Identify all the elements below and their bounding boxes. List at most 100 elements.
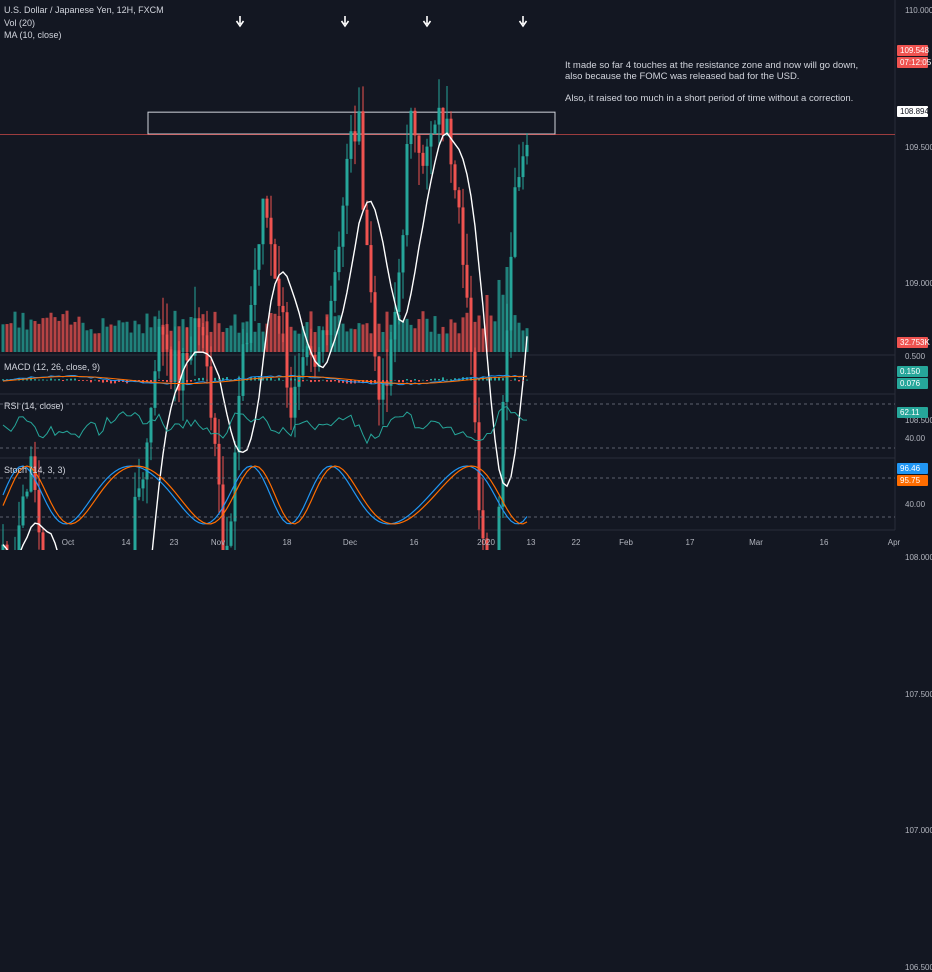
rsi-value-badge: 62.11 <box>897 407 928 418</box>
stoch-k-badge: 96.46 <box>897 463 928 474</box>
candle-down <box>365 209 369 246</box>
candle-up <box>233 452 237 522</box>
volume-bar <box>17 327 21 352</box>
rsi-axis-tick: 40.00 <box>905 434 926 443</box>
candle-down <box>469 297 473 352</box>
volume-bar <box>449 319 453 352</box>
macd-histogram-bar <box>294 379 296 381</box>
time-tick-label: Nov <box>210 538 226 547</box>
volume-bar <box>293 330 297 352</box>
volume-bar <box>317 326 321 352</box>
candle-down <box>369 245 373 293</box>
volume-bar <box>521 330 525 352</box>
candle-up <box>29 456 33 492</box>
macd-legend[interactable]: MACD (12, 26, close, 9) <box>4 362 101 372</box>
price-tick-label: 110.000 <box>905 6 932 15</box>
vol-legend[interactable]: Vol (20) <box>4 18 36 28</box>
macd-histogram-bar <box>38 379 40 381</box>
time-tick-label: 22 <box>571 538 581 547</box>
macd-histogram-bar <box>46 379 48 381</box>
volume-bar <box>401 320 405 352</box>
macd-histogram-bar <box>306 379 308 381</box>
candle-down <box>473 351 477 423</box>
volume-bar <box>477 315 481 352</box>
candle-up <box>257 244 261 270</box>
macd-histogram-bar <box>422 379 424 381</box>
time-tick-label: 13 <box>526 538 536 547</box>
volume-bar <box>377 323 381 352</box>
macd-histogram-bar <box>274 379 276 381</box>
volume-bar <box>41 318 45 352</box>
candle-down <box>5 544 9 550</box>
candle-up <box>389 339 393 386</box>
last-price-badge: 109.548 <box>897 45 929 56</box>
candle-up <box>505 330 509 402</box>
candle-down <box>461 207 465 265</box>
volume-bar <box>233 314 237 352</box>
macd-histogram-bar <box>278 378 280 381</box>
volume-bar <box>465 312 469 352</box>
volume-bar <box>373 320 377 352</box>
ma-line <box>2 132 528 550</box>
macd-histogram-bar <box>194 379 196 381</box>
macd-histogram-bar <box>154 380 156 382</box>
volume-bar <box>457 333 461 352</box>
rsi-line <box>2 406 528 445</box>
volume-bar <box>469 333 473 352</box>
macd-histogram-bar <box>86 380 88 381</box>
macd-histogram-bar <box>334 380 336 382</box>
macd-histogram-bar <box>282 379 284 381</box>
volume-bar <box>269 313 273 352</box>
candle-up <box>17 525 21 550</box>
macd-histogram-bar <box>174 380 176 381</box>
volume-bar <box>265 323 269 352</box>
volume-bar <box>81 322 85 352</box>
signal-line <box>2 375 528 385</box>
volume-bar <box>109 324 113 352</box>
macd-histogram-bar <box>270 377 272 381</box>
volume-bar <box>89 329 93 352</box>
candle-up <box>241 344 245 396</box>
candle-down <box>417 135 421 153</box>
candle-up <box>317 351 321 367</box>
stoch-legend[interactable]: Stoch (14, 3, 3) <box>4 465 66 475</box>
macd-histogram-bar <box>466 377 468 381</box>
macd-histogram-bar <box>526 379 528 381</box>
macd-histogram-bar <box>190 380 192 382</box>
chart-canvas[interactable] <box>0 0 932 550</box>
volume-bar <box>509 288 513 352</box>
volume-bar <box>485 295 489 352</box>
ma-legend[interactable]: MA (10, close) <box>4 30 62 40</box>
volume-bar <box>513 315 517 352</box>
volume-bar <box>157 318 161 352</box>
volume-bar <box>349 328 353 352</box>
price-tick-label: 107.000 <box>905 826 932 836</box>
candle-up <box>429 134 433 147</box>
analysis-note: It made so far 4 touches at the resistan… <box>565 60 865 115</box>
volume-bar <box>253 331 257 352</box>
note-paragraph-1: It made so far 4 touches at the resistan… <box>565 60 859 82</box>
volume-bar <box>153 316 157 352</box>
candle-up <box>337 246 341 273</box>
volume-bar <box>141 333 145 352</box>
stoch-d-line <box>2 465 528 525</box>
candle-up <box>525 144 529 157</box>
volume-bar <box>473 321 477 352</box>
time-tick-label: 23 <box>169 538 179 547</box>
candle-down <box>269 217 273 245</box>
candle-up <box>349 131 353 159</box>
candle-up <box>517 177 521 188</box>
volume-bar <box>245 321 249 352</box>
macd-histogram-bar <box>326 380 328 382</box>
macd-histogram-bar <box>34 379 36 381</box>
time-tick-label: Mar <box>749 538 763 547</box>
macd-histogram-bar <box>318 380 320 382</box>
volume-bar <box>437 333 441 352</box>
rsi-legend[interactable]: RSI (14, close) <box>4 401 64 411</box>
volume-bar <box>165 324 169 352</box>
volume-bar <box>517 322 521 352</box>
macd-histogram-bar <box>118 380 120 382</box>
volume-bar <box>345 331 349 352</box>
volume-bar <box>5 324 9 352</box>
macd-histogram-bar <box>150 380 152 383</box>
